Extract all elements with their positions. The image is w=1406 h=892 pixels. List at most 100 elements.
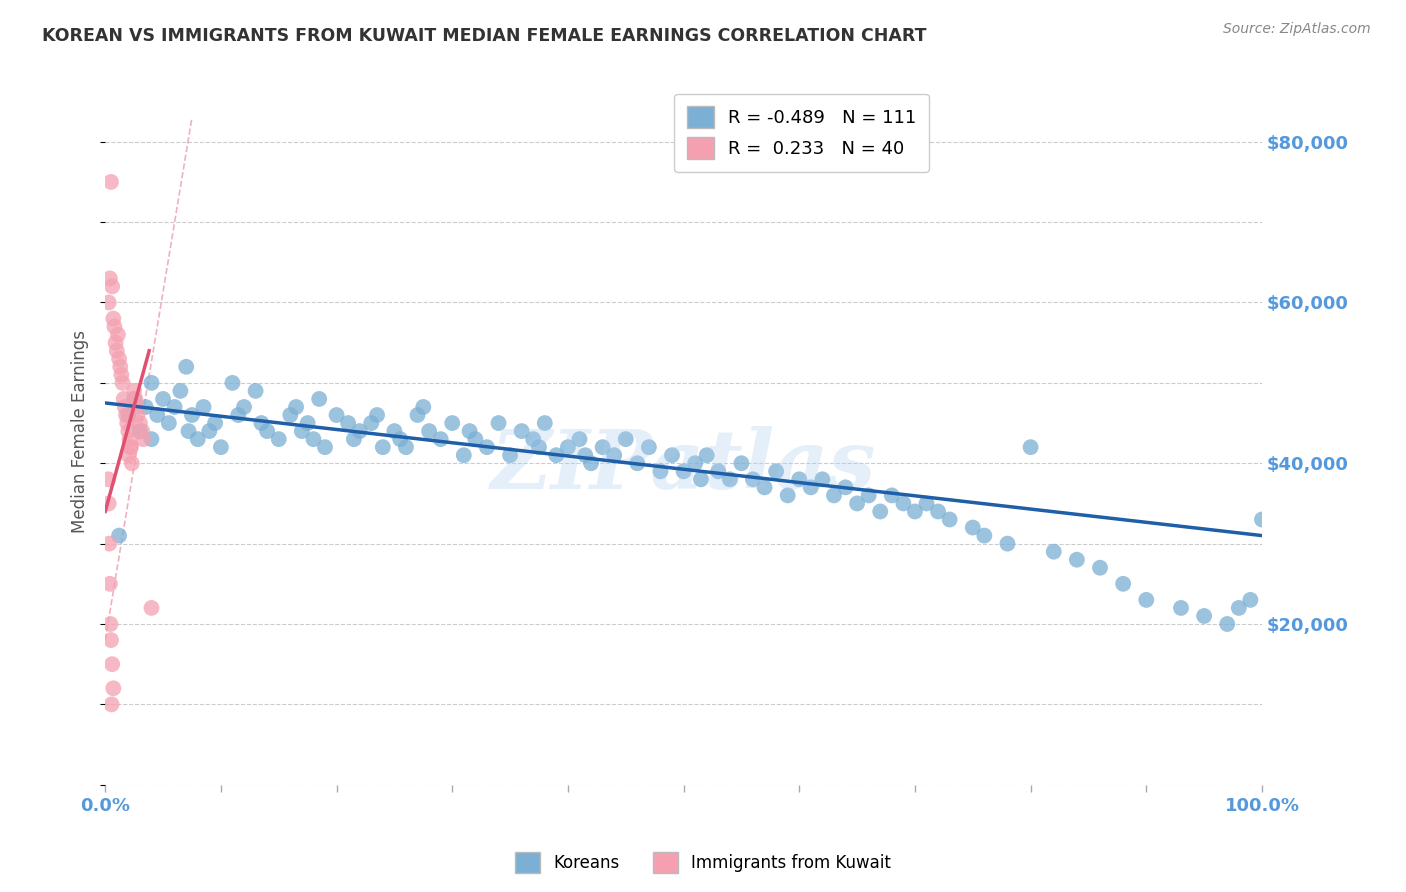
Point [146, 408, 169, 422]
Point [114, 400, 136, 414]
Point [787, 472, 810, 486]
Point [464, 432, 486, 446]
Point [117, 448, 139, 462]
Point [337, 416, 360, 430]
Point [574, 448, 596, 462]
Point [360, 416, 382, 430]
Point [384, 424, 406, 438]
Point [429, 432, 451, 446]
Point [98, 576, 121, 591]
Point [683, 456, 706, 470]
Point [112, 392, 135, 406]
Point [250, 416, 273, 430]
Point [103, 319, 125, 334]
Point [187, 432, 209, 446]
Point [533, 416, 555, 430]
Point [115, 408, 138, 422]
Point [395, 440, 418, 454]
Point [696, 448, 718, 462]
Point [846, 496, 869, 510]
Point [198, 424, 221, 438]
Point [181, 408, 204, 422]
Point [325, 408, 347, 422]
Point [115, 416, 138, 430]
Point [366, 408, 388, 422]
Point [152, 392, 174, 406]
Point [1135, 593, 1157, 607]
Point [157, 416, 180, 430]
Point [349, 424, 371, 438]
Point [499, 448, 522, 462]
Point [104, 335, 127, 350]
Point [302, 432, 325, 446]
Point [1192, 609, 1215, 624]
Point [204, 416, 226, 430]
Point [893, 496, 915, 510]
Point [1019, 440, 1042, 454]
Point [754, 480, 776, 494]
Point [122, 384, 145, 398]
Point [1227, 601, 1250, 615]
Point [389, 432, 412, 446]
Point [458, 424, 481, 438]
Point [100, 617, 122, 632]
Point [557, 440, 579, 454]
Text: Source: ZipAtlas.com: Source: ZipAtlas.com [1223, 22, 1371, 37]
Point [117, 424, 139, 438]
Legend: Koreans, Immigrants from Kuwait: Koreans, Immigrants from Kuwait [509, 846, 897, 880]
Point [120, 440, 142, 454]
Point [441, 416, 464, 430]
Point [418, 424, 440, 438]
Point [131, 424, 153, 438]
Point [406, 408, 429, 422]
Point [412, 400, 434, 414]
Point [638, 440, 661, 454]
Point [690, 472, 713, 486]
Point [800, 480, 823, 494]
Point [100, 633, 122, 648]
Point [97, 472, 120, 486]
Point [371, 440, 394, 454]
Point [858, 488, 880, 502]
Point [110, 368, 132, 382]
Point [823, 488, 845, 502]
Point [1112, 576, 1135, 591]
Point [614, 432, 637, 446]
Point [579, 456, 602, 470]
Point [343, 432, 366, 446]
Point [120, 440, 142, 454]
Point [107, 327, 129, 342]
Point [730, 456, 752, 470]
Point [915, 496, 938, 510]
Point [880, 488, 903, 502]
Point [997, 536, 1019, 550]
Point [650, 464, 672, 478]
Point [1042, 544, 1064, 558]
Point [177, 424, 200, 438]
Point [811, 472, 834, 486]
Point [522, 432, 544, 446]
Point [1251, 512, 1274, 526]
Point [308, 392, 330, 406]
Point [97, 295, 120, 310]
Legend: R = -0.489   N = 111, R =  0.233   N = 40: R = -0.489 N = 111, R = 0.233 N = 40 [673, 94, 929, 172]
Point [834, 480, 856, 494]
Point [101, 279, 124, 293]
Point [765, 464, 787, 478]
Point [973, 528, 995, 542]
Point [672, 464, 695, 478]
Point [193, 400, 215, 414]
Point [221, 376, 243, 390]
Point [108, 351, 131, 366]
Point [129, 424, 152, 438]
Point [938, 512, 960, 526]
Point [592, 440, 614, 454]
Text: ZIPatlas: ZIPatlas [491, 426, 876, 507]
Point [256, 424, 278, 438]
Point [267, 432, 290, 446]
Point [233, 400, 256, 414]
Point [132, 432, 155, 446]
Point [291, 424, 314, 438]
Point [100, 175, 122, 189]
Point [904, 504, 927, 518]
